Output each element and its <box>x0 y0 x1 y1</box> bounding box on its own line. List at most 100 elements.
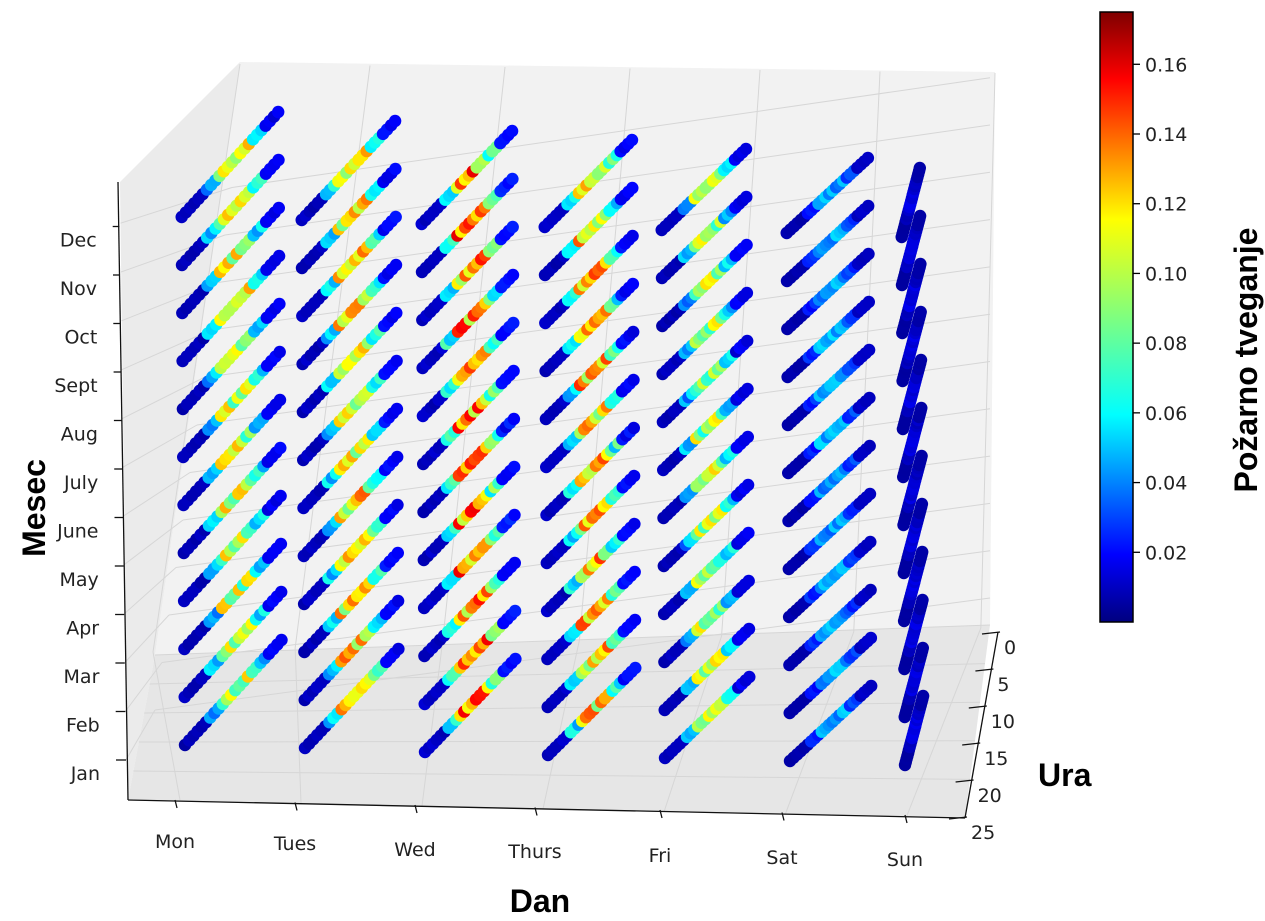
grid-line-z <box>231 77 991 188</box>
data-point <box>863 439 876 453</box>
data-point <box>388 114 402 128</box>
x-tick <box>781 812 785 821</box>
data-point <box>274 441 287 455</box>
data-point <box>863 391 876 405</box>
data-point <box>740 238 753 252</box>
data-point <box>628 613 642 627</box>
x-tick-label: Sat <box>766 847 797 869</box>
data-point <box>861 151 875 165</box>
data-point <box>741 478 755 492</box>
data-point <box>862 199 875 213</box>
y-axis-title: Ura <box>1038 757 1092 793</box>
back-pane <box>155 62 995 655</box>
y-tick <box>955 779 974 783</box>
data-point <box>391 450 404 464</box>
data-point <box>508 604 522 618</box>
z-tick-label: May <box>60 569 99 591</box>
grid-line-x-floor <box>542 639 580 810</box>
data-point <box>627 421 640 435</box>
grid-line-z-left <box>120 187 233 224</box>
data-point <box>628 517 641 531</box>
data-point <box>507 364 520 378</box>
data-point <box>914 353 928 367</box>
z-tick-label: Mar <box>64 666 100 688</box>
data-point <box>865 679 878 693</box>
y-tick-labels: 0 5 10 15 20 25 <box>948 631 1016 844</box>
grid-line-z <box>161 550 991 663</box>
data-point <box>862 247 875 261</box>
data-point <box>626 277 640 291</box>
x-tick-label: Mon <box>155 831 195 853</box>
data-point <box>740 286 754 300</box>
data-point <box>391 498 404 512</box>
z-tick-label: June <box>56 521 98 543</box>
grid-line-x-back <box>980 72 996 629</box>
z-tick-label: Sept <box>54 375 97 397</box>
z-tick-label: Jan <box>70 763 100 785</box>
colorbar-bar <box>1099 11 1134 623</box>
y-tick-label: 20 <box>978 785 1002 807</box>
grid-line-z-left <box>124 567 177 614</box>
data-point <box>508 460 521 474</box>
data-point <box>626 229 639 243</box>
data-point <box>392 642 405 656</box>
data-point <box>742 622 756 636</box>
data-point <box>864 631 878 645</box>
data-point <box>508 556 521 570</box>
data-point <box>389 162 402 176</box>
data-point <box>741 334 754 348</box>
data-points <box>175 105 930 772</box>
x-tick-labels: Mon Tues Wed Thurs Fri Sat Sun <box>155 799 923 871</box>
grid-line-x-floor <box>421 643 443 807</box>
z-tick-label: Oct <box>64 327 97 349</box>
data-point <box>742 574 755 588</box>
z-tick-label: Nov <box>60 278 97 300</box>
z-tick-label: Aug <box>61 424 98 446</box>
colorbar: 0.02 0.04 0.06 0.08 0.10 0.12 0.14 0.16 Požarno… <box>1099 11 1264 623</box>
data-point <box>914 305 927 319</box>
data-point <box>864 535 877 549</box>
grid-line-z <box>154 597 991 711</box>
grid-line-z-left <box>122 377 205 419</box>
data-point <box>741 430 754 444</box>
data-point <box>272 201 285 215</box>
y-tick-label: 25 <box>971 822 995 844</box>
colorbar-tick-label: 0.14 <box>1145 124 1187 146</box>
colorbar-tick-label: 0.10 <box>1145 263 1187 285</box>
data-point <box>390 306 403 320</box>
data-point <box>915 401 928 415</box>
x-tick-label: Thurs <box>507 841 561 863</box>
data-point <box>913 161 926 175</box>
z-tick-label: Feb <box>66 715 100 737</box>
grid-line-y-floor <box>133 770 971 780</box>
data-point <box>273 297 286 311</box>
y-tick-label: 0 <box>1004 637 1016 659</box>
y-tick-label: 10 <box>991 711 1015 733</box>
data-point <box>913 209 927 223</box>
grid-line-x-floor <box>294 647 302 804</box>
data-point <box>275 633 288 647</box>
data-point <box>916 641 929 655</box>
data-point <box>390 354 403 368</box>
data-point <box>915 497 929 511</box>
data-point <box>739 142 753 156</box>
data-point <box>506 220 519 234</box>
data-point <box>506 172 519 186</box>
y-tick <box>948 816 968 820</box>
x-tick-label: Tues <box>273 833 316 855</box>
data-point <box>914 257 927 271</box>
data-point <box>273 345 286 359</box>
data-point <box>507 412 521 426</box>
x-axis-title: Dan <box>510 883 570 919</box>
data-point <box>916 593 929 607</box>
x-tick <box>534 807 538 816</box>
grid-line-z <box>182 408 991 521</box>
x-tick <box>904 814 908 824</box>
colorbar-title: Požarno tveganje <box>1228 228 1264 493</box>
colorbar-tick-label: 0.08 <box>1145 333 1187 355</box>
y-axis-line <box>964 631 999 819</box>
grid-line-x-floor <box>152 651 181 801</box>
data-point <box>915 449 928 463</box>
data-point <box>391 546 404 560</box>
